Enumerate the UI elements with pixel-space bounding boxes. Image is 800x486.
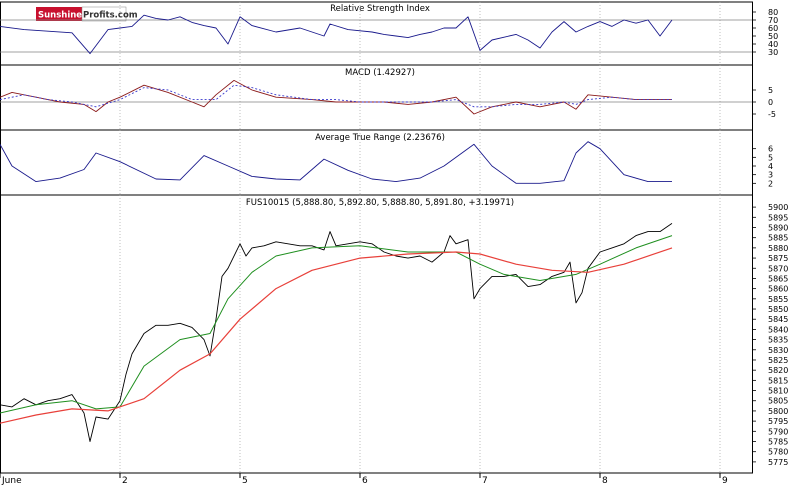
y-tick-label: 5780 bbox=[768, 448, 788, 457]
y-tick-label: 5870 bbox=[768, 264, 788, 273]
atr-title: Average True Range (2.23676) bbox=[315, 133, 445, 143]
y-tick-label: 60 bbox=[768, 24, 778, 33]
brand-logo: Sunshine Profits.com bbox=[36, 6, 138, 22]
price-title: FUS10015 (5,888.80, 5,892.80, 5,888.80, … bbox=[246, 198, 514, 208]
price-panel-frame bbox=[0, 194, 753, 474]
y-tick-label: 5805 bbox=[768, 397, 788, 406]
y-tick-label: 70 bbox=[768, 16, 778, 25]
y-tick-label: 0 bbox=[768, 98, 773, 107]
x-tick-label: 6 bbox=[362, 476, 368, 486]
y-tick-label: 5845 bbox=[768, 315, 788, 324]
y-tick-label: 30 bbox=[768, 48, 778, 57]
y-tick-label: 2 bbox=[768, 179, 773, 188]
x-tick-label: 2 bbox=[122, 476, 128, 486]
y-tick-label: 5 bbox=[768, 86, 773, 95]
atr-line bbox=[0, 141, 672, 184]
macd-title: MACD (1.42927) bbox=[345, 68, 415, 78]
logo-part1: Sunshine bbox=[38, 11, 82, 21]
macd-line bbox=[0, 79, 672, 115]
y-tick-label: 5 bbox=[768, 153, 773, 162]
y-tick-label: 5855 bbox=[768, 295, 788, 304]
y-tick-label: 5785 bbox=[768, 438, 788, 447]
y-tick-label: 5900 bbox=[768, 203, 788, 212]
slow-moving-average-line bbox=[0, 247, 673, 424]
price-line bbox=[0, 223, 673, 442]
fast-moving-average-line bbox=[0, 235, 673, 414]
x-tick-label: 7 bbox=[482, 476, 488, 486]
rsi-title: Relative Strength Index bbox=[330, 4, 430, 14]
y-tick-label: 3 bbox=[768, 171, 773, 180]
y-tick-label: 5795 bbox=[768, 417, 788, 426]
y-tick-label: 5890 bbox=[768, 223, 788, 232]
y-tick-label: 5850 bbox=[768, 305, 788, 314]
y-tick-label: 5875 bbox=[768, 254, 788, 263]
y-tick-label: 5790 bbox=[768, 427, 788, 436]
y-tick-label: 5810 bbox=[768, 387, 788, 396]
y-tick-label: 5865 bbox=[768, 274, 788, 283]
y-tick-label: 50 bbox=[768, 32, 778, 41]
macd-signal-line bbox=[0, 84, 672, 108]
x-tick-label: 8 bbox=[602, 476, 608, 486]
y-tick-label: 80 bbox=[768, 8, 778, 17]
rsi-line bbox=[0, 14, 673, 55]
y-tick-label: -5 bbox=[768, 110, 776, 119]
x-tick-label: 5 bbox=[242, 476, 248, 486]
y-tick-label: 5840 bbox=[768, 325, 788, 334]
y-tick-label: 5820 bbox=[768, 366, 788, 375]
y-tick-label: 5825 bbox=[768, 356, 788, 365]
y-tick-label: 40 bbox=[768, 40, 778, 49]
y-tick-label: 5800 bbox=[768, 407, 788, 416]
y-tick-label: 6 bbox=[768, 145, 773, 154]
x-tick-label: June bbox=[1, 476, 22, 486]
y-tick-label: 5835 bbox=[768, 336, 788, 345]
y-tick-label: 5775 bbox=[768, 458, 788, 467]
y-tick-label: 5860 bbox=[768, 285, 788, 294]
y-tick-label: 5880 bbox=[768, 244, 788, 253]
y-tick-label: 4 bbox=[768, 162, 773, 171]
x-tick-label: 9 bbox=[722, 476, 728, 486]
y-tick-label: 5895 bbox=[768, 213, 788, 222]
logo-part2: Profits.com bbox=[83, 11, 138, 21]
y-tick-label: 5830 bbox=[768, 346, 788, 355]
y-tick-label: 5885 bbox=[768, 234, 788, 243]
y-tick-label: 5815 bbox=[768, 376, 788, 385]
